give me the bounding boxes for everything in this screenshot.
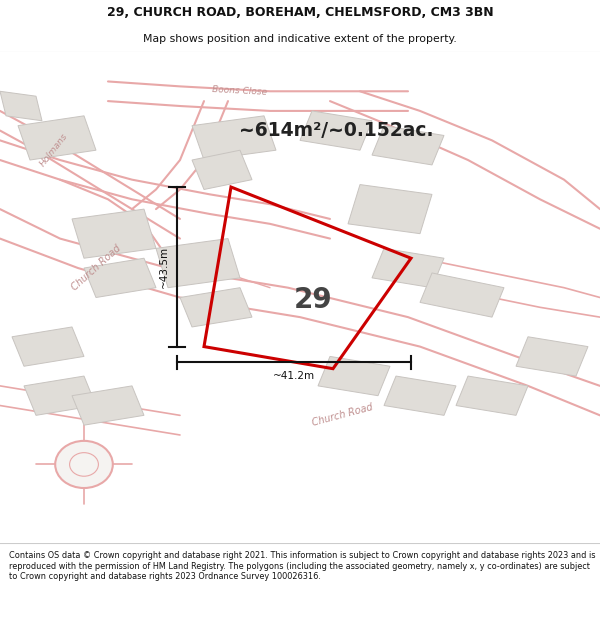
Polygon shape	[348, 184, 432, 234]
Text: ~41.2m: ~41.2m	[273, 371, 315, 381]
Polygon shape	[372, 248, 444, 288]
Polygon shape	[192, 116, 276, 160]
Text: Church Road: Church Road	[70, 243, 122, 292]
Circle shape	[70, 452, 98, 476]
Text: 29, CHURCH ROAD, BOREHAM, CHELMSFORD, CM3 3BN: 29, CHURCH ROAD, BOREHAM, CHELMSFORD, CM…	[107, 6, 493, 19]
Polygon shape	[72, 209, 156, 258]
Polygon shape	[156, 239, 240, 288]
Polygon shape	[180, 288, 252, 327]
Polygon shape	[372, 126, 444, 165]
Polygon shape	[72, 386, 144, 425]
Polygon shape	[192, 150, 252, 189]
Text: 29: 29	[293, 286, 332, 314]
Circle shape	[55, 441, 113, 488]
Text: Church Road: Church Road	[310, 402, 374, 428]
Polygon shape	[12, 327, 84, 366]
Text: ~43.5m: ~43.5m	[159, 246, 169, 288]
Polygon shape	[0, 91, 42, 121]
Polygon shape	[18, 116, 96, 160]
Text: ~614m²/~0.152ac.: ~614m²/~0.152ac.	[239, 121, 433, 140]
Text: Boons Close: Boons Close	[212, 86, 268, 98]
Polygon shape	[318, 356, 390, 396]
Polygon shape	[516, 337, 588, 376]
Polygon shape	[420, 273, 504, 317]
Polygon shape	[84, 258, 156, 298]
Text: Contains OS data © Crown copyright and database right 2021. This information is : Contains OS data © Crown copyright and d…	[9, 551, 595, 581]
Polygon shape	[300, 111, 372, 150]
Polygon shape	[456, 376, 528, 416]
Polygon shape	[24, 376, 96, 416]
Text: Holmans: Holmans	[38, 132, 70, 169]
Polygon shape	[384, 376, 456, 416]
Text: Map shows position and indicative extent of the property.: Map shows position and indicative extent…	[143, 34, 457, 44]
